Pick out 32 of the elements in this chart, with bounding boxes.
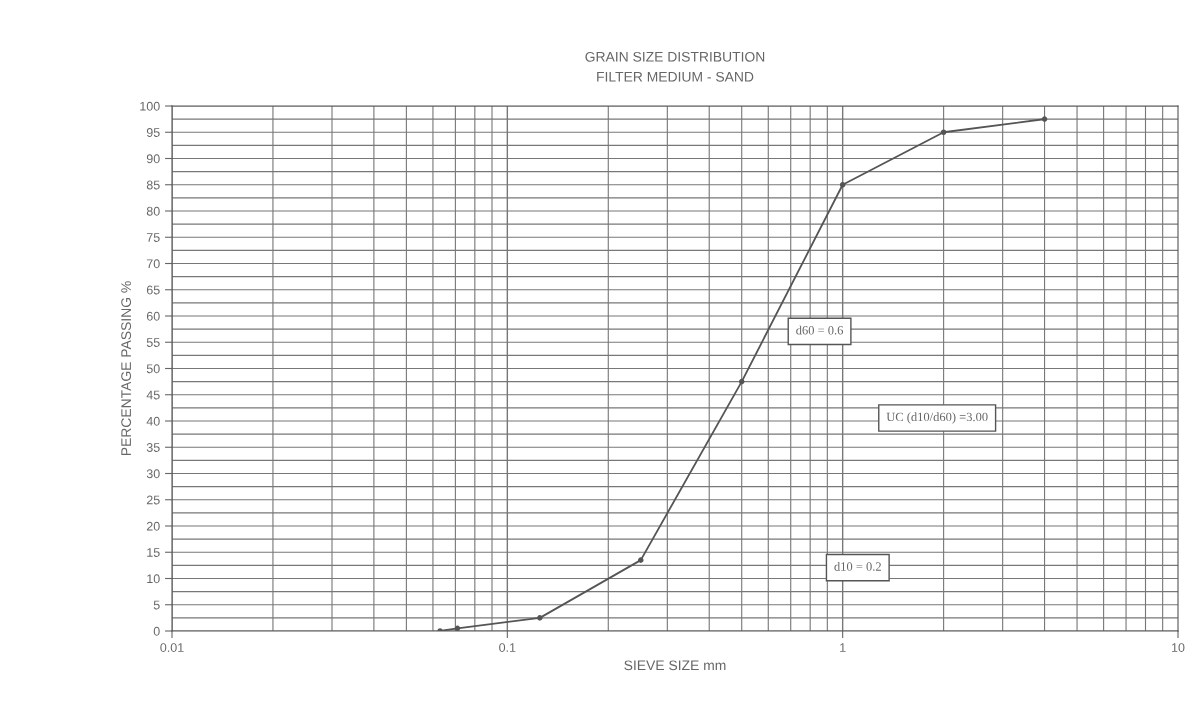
- y-tick-label: 50: [146, 364, 160, 374]
- y-tick-label: 65: [146, 285, 160, 295]
- chart-title: GRAIN SIZE DISTRIBUTION: [585, 51, 765, 62]
- y-tick-label: 20: [146, 521, 160, 531]
- x-tick-label: 10: [1172, 643, 1185, 652]
- annotation: UC (d10/d60) =3.00: [886, 412, 988, 424]
- annotation: d60 = 0.6: [796, 325, 844, 335]
- y-tick-label: 15: [147, 548, 160, 557]
- y-tick-label: 40: [146, 416, 160, 426]
- annotation: d10 = 0.2: [834, 561, 881, 571]
- chart-subtitle: FILTER MEDIUM - SAND: [597, 71, 754, 82]
- y-tick-label: 70: [146, 259, 160, 269]
- y-axis-title: PERCENTAGE PASSING %: [121, 281, 132, 456]
- y-tick-label: 100: [140, 101, 160, 111]
- y-tick-label: 30: [146, 469, 160, 479]
- y-tick-label: 10: [147, 574, 160, 584]
- y-tick-label: 25: [146, 495, 160, 505]
- y-tick-label: 45: [146, 390, 160, 400]
- y-tick-label: 5: [153, 600, 160, 610]
- y-tick-label: 80: [146, 206, 160, 216]
- y-tick-label: 55: [146, 338, 160, 347]
- x-tick-label: 0.1: [499, 643, 516, 652]
- y-tick-label: 0: [153, 626, 160, 636]
- x-tick-label: 0.01: [160, 643, 184, 652]
- y-tick-label: 60: [146, 311, 160, 321]
- y-tick-label: 85: [146, 180, 160, 190]
- x-axis-title: SIEVE SIZE mm: [624, 660, 726, 671]
- x-tick-label: 1: [840, 643, 846, 652]
- y-tick-label: 90: [146, 154, 160, 164]
- y-tick-label: 95: [146, 128, 160, 137]
- y-tick-label: 35: [146, 443, 160, 452]
- y-tick-label: 75: [146, 233, 160, 242]
